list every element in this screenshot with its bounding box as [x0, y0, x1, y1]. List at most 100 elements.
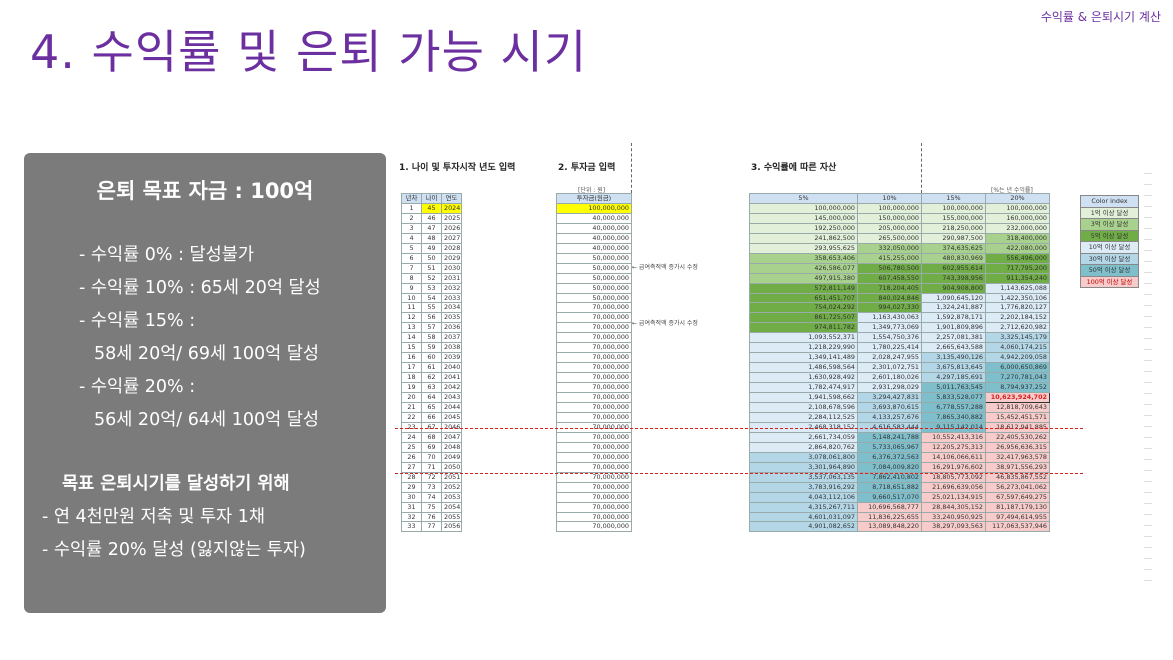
year-index-cell: 17: [401, 362, 422, 374]
investment-cell[interactable]: 70,000,000: [556, 521, 632, 533]
investment-cell[interactable]: 50,000,000: [556, 272, 632, 284]
investment-cell[interactable]: 70,000,000: [556, 312, 632, 324]
table-row: 70,000,000: [556, 362, 632, 374]
investment-cell[interactable]: 70,000,000: [556, 511, 632, 523]
asset-table: 5% 10% 15% 20% 100,000,000 100,000,000 100…: [749, 193, 1050, 533]
investment-cell[interactable]: 50,000,000: [556, 282, 632, 294]
investment-cell[interactable]: 70,000,000: [556, 411, 632, 423]
table-row: 426,586,077 506,780,500 602,955,614 717,795…: [749, 262, 1050, 274]
asset-cell: 1,163,430,063: [857, 312, 922, 324]
asset-cell: 38,297,093,563: [921, 521, 986, 533]
investment-cell[interactable]: 100,000,000: [556, 202, 632, 214]
table-row: 7 51 2030: [401, 262, 462, 274]
table-row: 4,043,112,106 9,660,517,070 25,021,134,915…: [749, 491, 1050, 503]
year-cell: 2053: [441, 491, 462, 503]
asset-cell: 12,205,275,313: [921, 441, 986, 453]
year-cell: 2032: [441, 282, 462, 294]
table-row: 572,811,149 718,204,405 904,908,800 1,143,6…: [749, 282, 1050, 294]
investment-cell[interactable]: 40,000,000: [556, 242, 632, 254]
investment-cell[interactable]: 70,000,000: [556, 481, 632, 493]
table-row: 40,000,000: [556, 232, 632, 244]
year-index-cell: 12: [401, 312, 422, 324]
investment-cell[interactable]: 40,000,000: [556, 232, 632, 244]
table-row: 754,024,292 994,027,330 1,324,241,887 1,776…: [749, 302, 1050, 314]
investment-cell[interactable]: 70,000,000: [556, 362, 632, 374]
table-row: 100,000,000: [556, 202, 632, 214]
year-cell: 2043: [441, 392, 462, 404]
rate-note: [%는 년 수익률]: [991, 187, 1033, 194]
asset-cell: 9,660,517,070: [857, 491, 922, 503]
table-row: 25 69 2048: [401, 441, 462, 453]
investment-cell[interactable]: 70,000,000: [556, 501, 632, 513]
year-cell: 2035: [441, 312, 462, 324]
goal-heading: 목표 은퇴시기를 달성하기 위해: [62, 474, 290, 494]
year-cell: 2027: [441, 232, 462, 244]
table-row: 70,000,000: [556, 392, 632, 404]
year-index-cell: 1: [401, 202, 422, 214]
year-index-cell: 29: [401, 481, 422, 493]
year-cell: 2040: [441, 362, 462, 374]
investment-cell[interactable]: 70,000,000: [556, 431, 632, 443]
asset-cell: 1,324,241,887: [921, 302, 986, 314]
asset-cell: 1,143,625,088: [985, 282, 1050, 294]
investment-cell[interactable]: 70,000,000: [556, 491, 632, 503]
investment-cell[interactable]: 40,000,000: [556, 212, 632, 224]
investment-cell[interactable]: 70,000,000: [556, 352, 632, 364]
table-row: 16 60 2039: [401, 352, 462, 364]
investment-cell[interactable]: 70,000,000: [556, 302, 632, 314]
asset-cell: 1,090,645,120: [921, 292, 986, 304]
asset-cell: 7,084,009,820: [857, 461, 922, 473]
investment-cell[interactable]: 70,000,000: [556, 451, 632, 463]
investment-cell[interactable]: 50,000,000: [556, 262, 632, 274]
table-row: 70,000,000: [556, 521, 632, 533]
summary-line: 56세 20억/ 64세 100억 달성: [94, 410, 319, 430]
investment-cell[interactable]: 70,000,000: [556, 402, 632, 413]
year-index-cell: 25: [401, 441, 422, 453]
table-row: 1,486,598,564 2,301,072,751 3,675,813,645 6…: [749, 362, 1050, 374]
investment-cell[interactable]: 70,000,000: [556, 342, 632, 354]
asset-cell: 232,000,000: [985, 222, 1050, 234]
age-cell: 58: [421, 332, 442, 344]
investment-cell[interactable]: 70,000,000: [556, 322, 632, 334]
table-row: 2,864,820,762 5,733,065,967 12,205,275,313…: [749, 441, 1050, 453]
age-cell[interactable]: 45: [421, 202, 442, 214]
asset-cell: 56,273,041,062: [985, 481, 1050, 493]
investment-cell[interactable]: 70,000,000: [556, 392, 632, 404]
age-cell: 54: [421, 292, 442, 304]
year-cell: 2041: [441, 372, 462, 384]
section-divider: [631, 143, 632, 193]
age-cell: 70: [421, 451, 442, 463]
investment-cell[interactable]: 50,000,000: [556, 252, 632, 264]
year-cell: 2052: [441, 481, 462, 493]
table-row: 70,000,000: [556, 481, 632, 493]
year-index-cell: 16: [401, 352, 422, 364]
year-index-cell: 2: [401, 212, 422, 224]
asset-cell: 1,218,229,990: [749, 342, 858, 354]
year-index-cell: 10: [401, 292, 422, 304]
investment-cell[interactable]: 70,000,000: [556, 382, 632, 394]
year-cell[interactable]: 2024: [441, 202, 462, 214]
age-cell: 69: [421, 441, 442, 453]
summary-panel: 은퇴 목표 자금 : 100억 - 수익률 0% : 달성불가 - 수익률 10…: [24, 153, 386, 613]
asset-cell: 6,778,557,288: [921, 402, 986, 413]
table-row: 3 47 2026: [401, 222, 462, 234]
table-row: 2 46 2025: [401, 212, 462, 224]
asset-cell: 3,294,427,831: [857, 392, 922, 404]
asset-cell: 5,833,528,077: [921, 392, 986, 404]
investment-cell[interactable]: 40,000,000: [556, 222, 632, 234]
table-row: 5 49 2028: [401, 242, 462, 254]
investment-cell[interactable]: 70,000,000: [556, 372, 632, 384]
table-row: 974,811,782 1,349,773,069 1,901,809,896 2,7…: [749, 322, 1050, 334]
year-cell: 2056: [441, 521, 462, 533]
summary-line: - 수익률 20% :: [79, 377, 196, 397]
slide-subject: 수익률 & 은퇴시기 계산: [1040, 10, 1161, 24]
asset-cell: 556,496,000: [985, 252, 1050, 264]
asset-cell: 67,597,649,275: [985, 491, 1050, 503]
table-row: 70,000,000: [556, 352, 632, 364]
investment-cell[interactable]: 70,000,000: [556, 441, 632, 453]
investment-cell[interactable]: 70,000,000: [556, 332, 632, 344]
investment-cell[interactable]: 70,000,000: [556, 461, 632, 473]
table-row: 32 76 2055: [401, 511, 462, 523]
year-cell: 2036: [441, 322, 462, 334]
investment-cell[interactable]: 50,000,000: [556, 292, 632, 304]
